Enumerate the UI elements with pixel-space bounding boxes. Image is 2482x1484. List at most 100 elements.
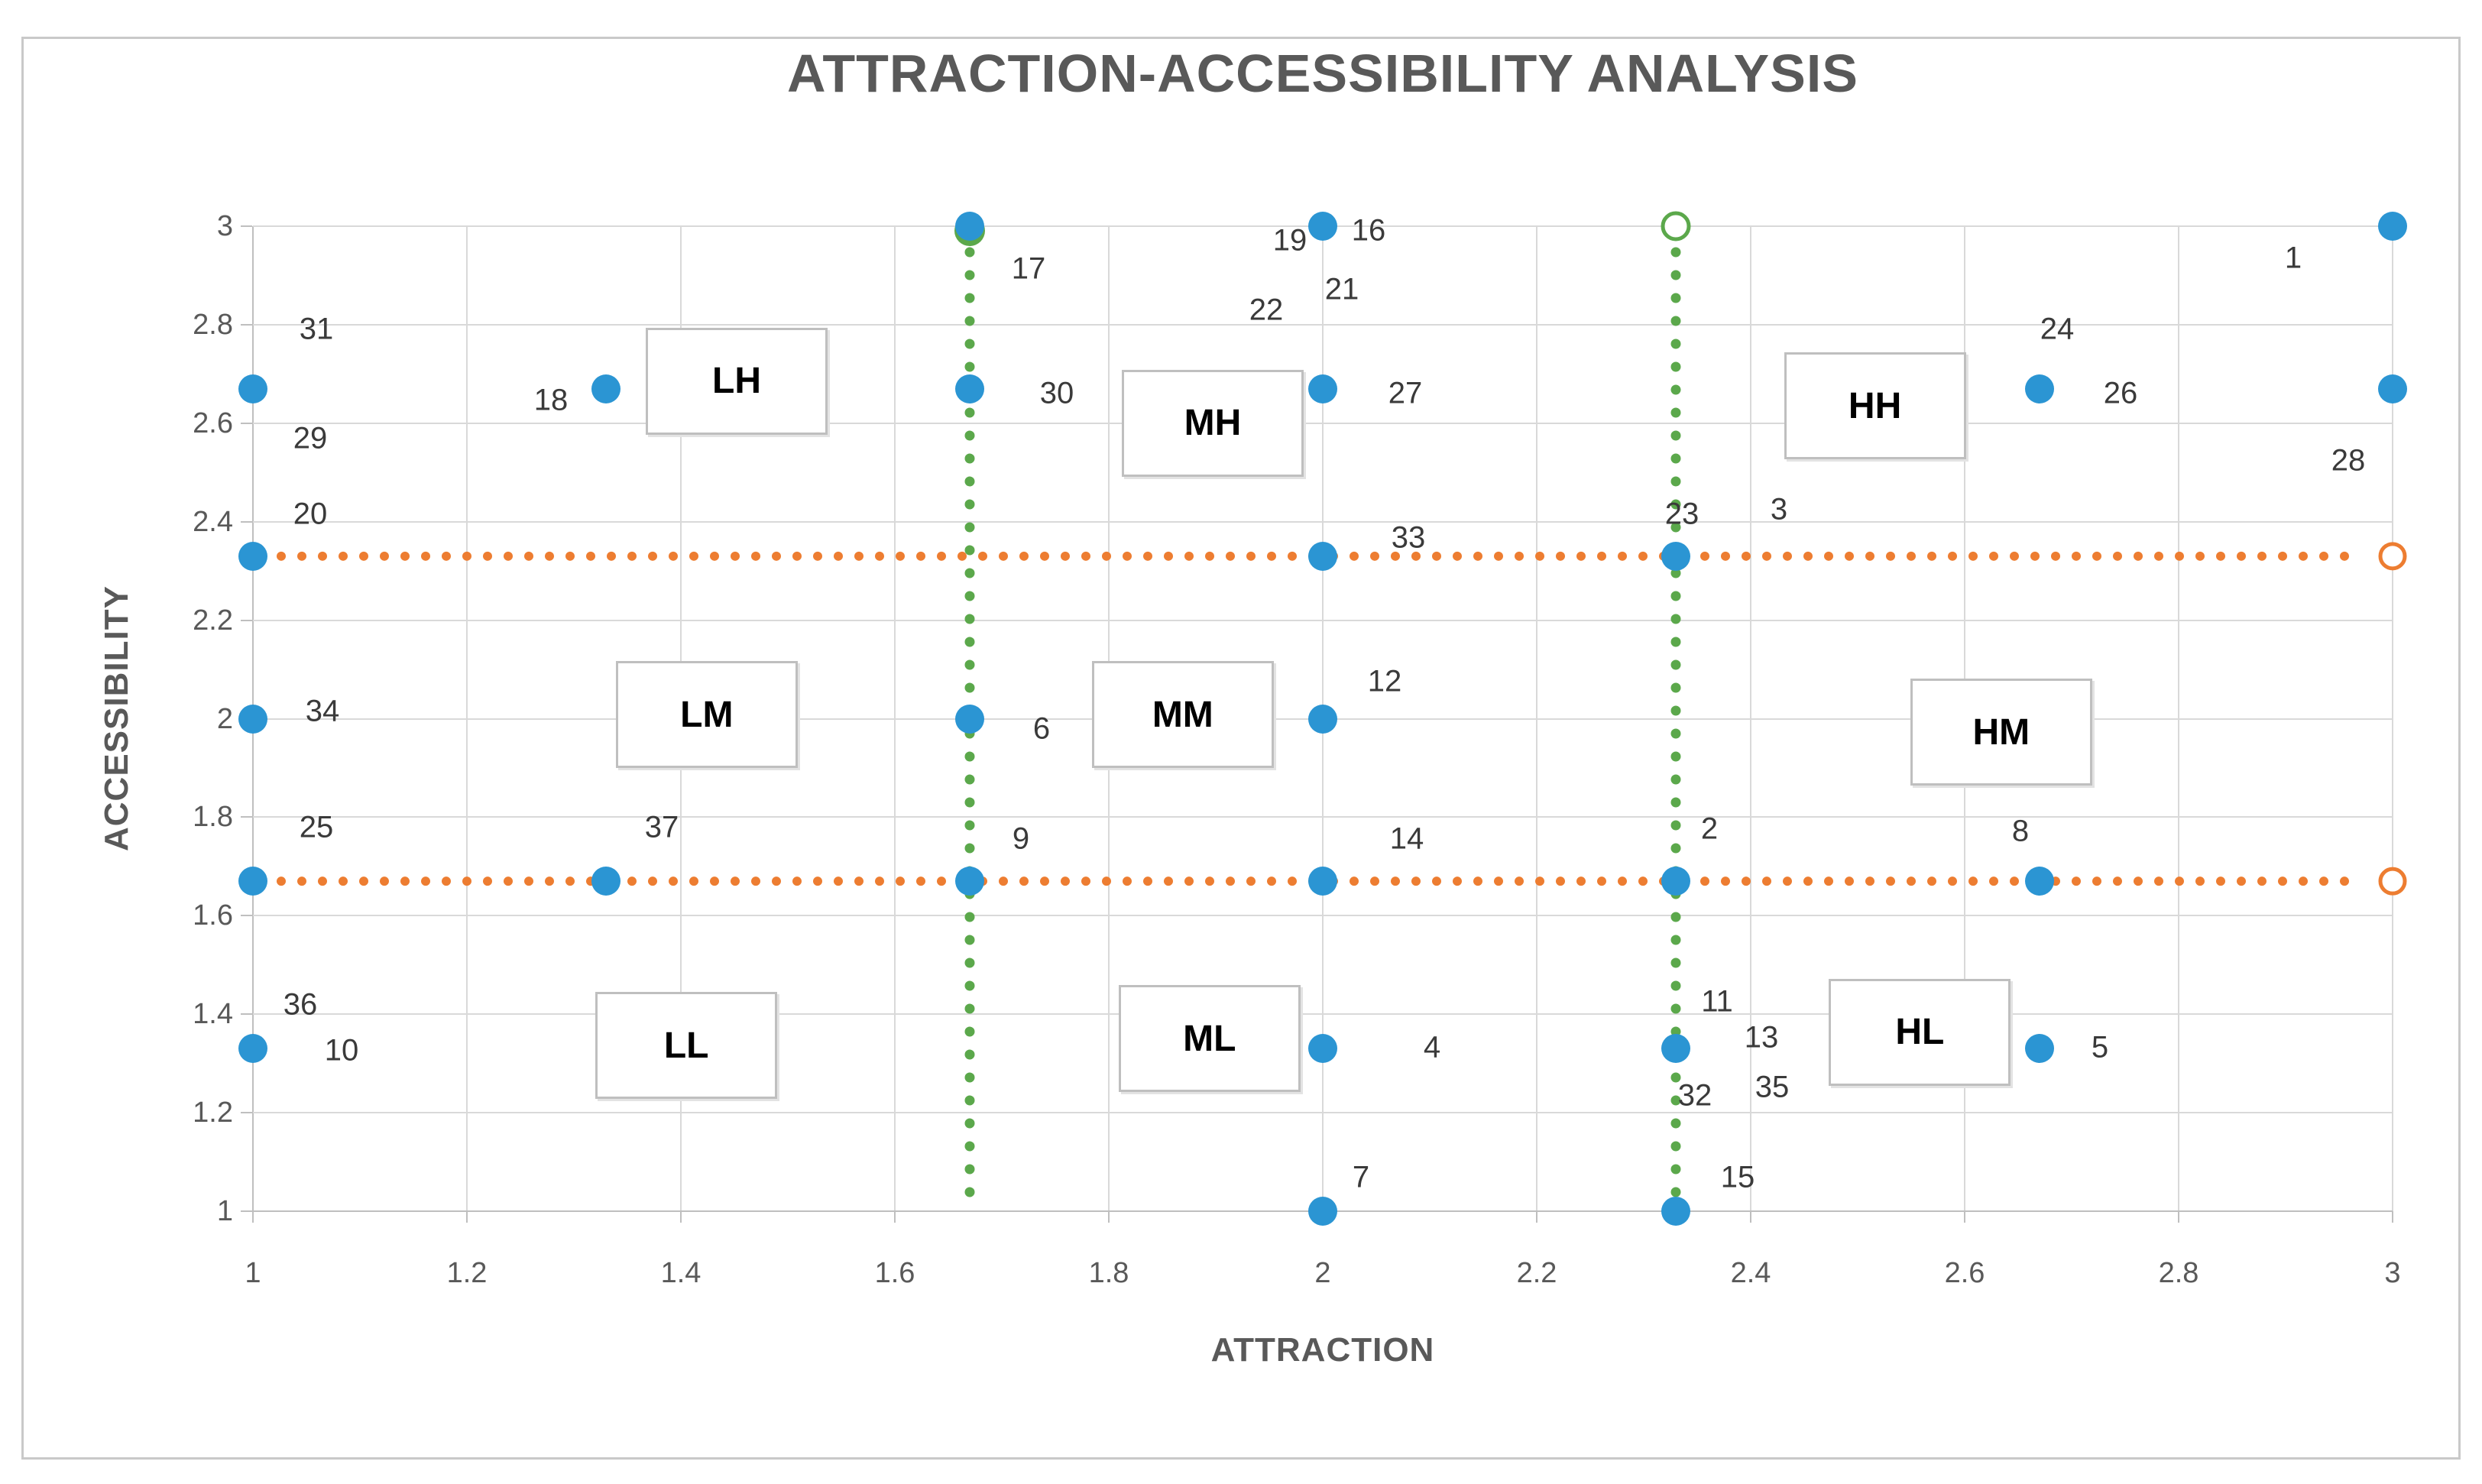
quadrant-label-box: HL <box>1829 978 2011 1086</box>
gridline-horizontal <box>253 1013 2393 1016</box>
y-tick-label: 1.6 <box>193 899 233 932</box>
data-point <box>238 374 267 403</box>
data-point-label: 20 <box>293 497 328 531</box>
gridline-horizontal <box>253 323 2393 326</box>
data-point-label: 28 <box>2331 443 2366 478</box>
gridline-horizontal <box>253 520 2393 523</box>
data-point <box>955 374 984 403</box>
quadrant-label-box: LM <box>615 661 798 769</box>
orange-open-circle-marker <box>2378 867 2407 896</box>
x-tick-mark <box>1108 1211 1110 1223</box>
data-point <box>2025 374 2054 403</box>
x-tick-label: 2.2 <box>1516 1257 1557 1289</box>
quadrant-label-box: ML <box>1118 985 1301 1093</box>
orange-open-circle-marker <box>2378 542 2407 571</box>
data-point-label: 33 <box>1391 520 1426 555</box>
data-point-label: 14 <box>1389 821 1424 856</box>
data-point-label: 2 <box>1700 812 1719 846</box>
data-point-label: 1 <box>2284 241 2302 275</box>
data-point <box>1308 867 1337 896</box>
data-point <box>1308 541 1337 571</box>
x-tick-label: 2.8 <box>2158 1257 2199 1289</box>
y-tick-mark <box>241 1013 252 1016</box>
x-tick-label: 2.4 <box>1730 1257 1771 1289</box>
y-tick-mark <box>241 816 252 818</box>
y-tick-mark <box>241 225 252 227</box>
data-point-label: 7 <box>1352 1160 1370 1194</box>
x-tick-mark <box>466 1211 468 1223</box>
data-point-label: 21 <box>1324 272 1359 306</box>
data-point-label: 32 <box>1677 1078 1712 1113</box>
data-point <box>591 374 620 403</box>
data-point-label: 10 <box>324 1033 359 1068</box>
data-point-label: 5 <box>2091 1030 2109 1064</box>
x-tick-label: 1.6 <box>874 1257 915 1289</box>
data-point <box>1661 867 1690 896</box>
data-point <box>1308 212 1337 241</box>
y-tick-label: 1.2 <box>193 1097 233 1129</box>
data-point-label: 3 <box>1770 492 1788 527</box>
y-tick-mark <box>241 1112 252 1114</box>
data-point-label: 36 <box>283 987 318 1022</box>
chart-title: ATTRACTION-ACCESSIBILITY ANALYSIS <box>787 44 1858 103</box>
quadrant-label-box: LH <box>646 327 828 435</box>
data-point <box>591 867 620 896</box>
y-tick-label: 2.2 <box>193 604 233 637</box>
x-axis-title: ATTRACTION <box>1210 1331 1435 1369</box>
x-tick-label: 1.2 <box>446 1257 488 1289</box>
data-point-label: 13 <box>1744 1020 1779 1055</box>
y-tick-mark <box>241 520 252 523</box>
y-tick-label: 1.8 <box>193 801 233 834</box>
y-tick-mark <box>241 915 252 917</box>
quadrant-label-box: HM <box>1910 679 2092 786</box>
data-point-label: 26 <box>2103 376 2138 410</box>
x-tick-mark <box>1964 1211 1965 1223</box>
data-point <box>1308 1197 1337 1226</box>
gridline-horizontal <box>253 1112 2393 1114</box>
data-point <box>238 541 267 571</box>
data-point-label: 31 <box>299 312 334 346</box>
data-point-label: 8 <box>2011 814 2030 848</box>
data-point <box>955 704 984 734</box>
data-point-label: 19 <box>1272 223 1307 258</box>
data-point <box>2378 212 2407 241</box>
green-open-circle-marker <box>1661 211 1691 241</box>
x-tick-mark <box>894 1211 896 1223</box>
y-tick-label: 2.6 <box>193 407 233 439</box>
x-tick-label: 3 <box>2384 1257 2401 1289</box>
y-tick-mark <box>241 422 252 424</box>
y-tick-label: 2 <box>216 702 233 735</box>
data-point-label: 34 <box>305 694 340 727</box>
data-point <box>1661 541 1690 571</box>
gridline-horizontal <box>253 422 2393 424</box>
data-point-label: 9 <box>1012 821 1030 856</box>
data-point <box>955 212 984 241</box>
x-tick-mark <box>2392 1211 2393 1223</box>
x-tick-label: 1.4 <box>660 1257 702 1289</box>
quadrant-label-box: MH <box>1122 369 1304 477</box>
data-point-label: 25 <box>299 810 334 844</box>
quadrant-label-box: LL <box>595 992 778 1100</box>
x-tick-label: 1 <box>245 1257 261 1289</box>
data-point <box>1308 704 1337 734</box>
data-point-label: 35 <box>1755 1070 1790 1104</box>
y-tick-label: 1.4 <box>193 998 233 1031</box>
y-tick-mark <box>241 1210 252 1212</box>
x-tick-label: 2 <box>1314 1257 1331 1289</box>
y-tick-mark <box>241 619 252 621</box>
data-point-label: 22 <box>1249 293 1284 327</box>
x-tick-label: 2.6 <box>1944 1257 1985 1289</box>
data-point <box>2025 867 2054 896</box>
y-tick-label: 1 <box>216 1195 233 1227</box>
data-point-label: 27 <box>1388 376 1423 410</box>
data-point-label: 23 <box>1664 497 1699 531</box>
data-point-label: 16 <box>1351 213 1386 248</box>
y-tick-label: 2.4 <box>193 505 233 538</box>
gridline-horizontal <box>253 915 2393 917</box>
data-point <box>1661 1197 1690 1226</box>
data-point <box>2378 374 2407 403</box>
gridline-horizontal <box>253 619 2393 621</box>
data-point-label: 24 <box>2040 312 2075 346</box>
data-point-label: 15 <box>1720 1160 1755 1194</box>
